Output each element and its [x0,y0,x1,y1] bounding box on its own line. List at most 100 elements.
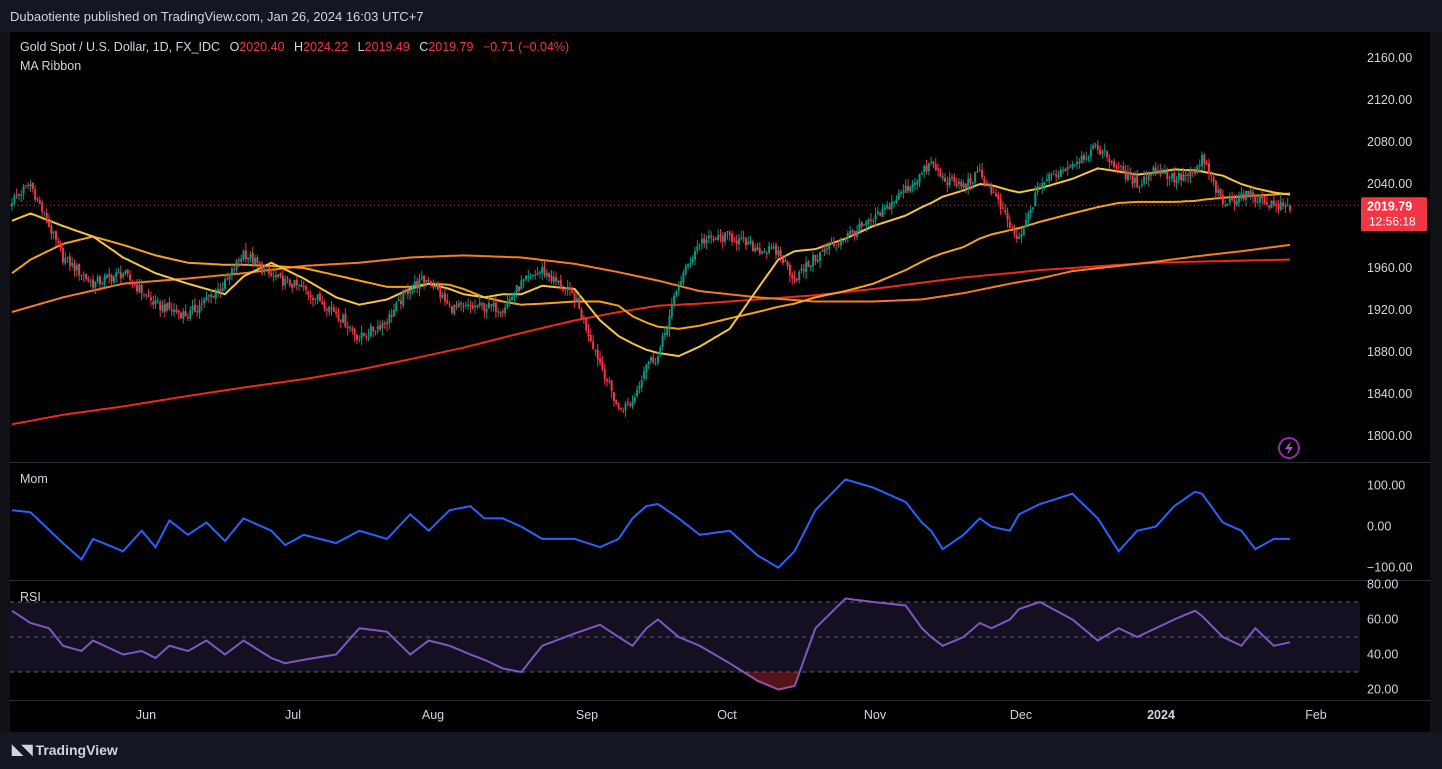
candle-body [24,185,27,187]
candle-body [119,272,122,279]
candle-body [1198,164,1201,167]
time-axis-label: 2024 [1147,708,1175,722]
candle-body [805,262,808,273]
candle-body [1013,226,1016,235]
price-axis-label: 1960.00 [1367,261,1412,275]
candle-body [1032,207,1035,209]
candle-body [527,276,530,278]
candle-body [214,292,217,299]
candle-body [927,163,930,172]
candle-body [267,267,270,274]
candle-body [1059,169,1062,177]
candle-body [1272,200,1275,205]
candle-body [305,286,308,290]
candle-body [1089,149,1092,157]
price-axis-label: 1880.00 [1367,345,1412,359]
candle-body [524,275,527,280]
candle-body [265,267,268,269]
candle-body [156,300,159,302]
candle-body [886,204,889,208]
indicator-ma-ribbon[interactable]: MA Ribbon [20,59,82,73]
candle-body [1110,160,1113,162]
candle-body [1041,183,1044,189]
candle-body [1106,151,1109,158]
candle-body [876,211,879,214]
candle-body [988,184,991,186]
candle-body [969,177,972,184]
time-axis-label: Oct [717,708,737,722]
symbol-name: Gold Spot / U.S. Dollar, 1D, FX_IDC [20,40,221,54]
candle-body [589,335,592,342]
candle-body [937,168,940,171]
candle-body [163,304,166,313]
candle-body [707,235,710,239]
candle-body [504,307,507,314]
candle-body [744,238,747,246]
candle-body [61,248,64,263]
candle-body [453,304,456,314]
candle-body [182,311,185,320]
candle-body [235,260,238,270]
candle-body [1221,194,1224,204]
rsi-pane-label[interactable]: RSI [20,590,41,604]
candle-body [682,272,685,283]
candle-body [809,265,812,268]
mom-pane-label[interactable]: Mom [20,472,48,486]
candle-body [369,325,372,336]
candle-body [270,272,273,276]
candle-body [693,251,696,260]
candle-body [1177,173,1180,180]
candle-body [460,302,463,305]
candle-body [1055,174,1058,177]
lightning-icon-bolt [1285,441,1293,455]
candle-body [1043,182,1046,185]
candle-body [705,239,708,243]
candle-body [1096,144,1099,150]
candle-body [508,298,511,303]
candle-body [619,408,622,410]
candle-body [1085,158,1088,160]
candle-body [751,241,754,252]
change-value: −0.71 (−0.04%) [483,40,570,54]
candle-body [566,286,569,291]
candle-body [1004,209,1007,212]
candle-body [1226,203,1229,205]
rsi-line [11,597,1291,691]
candle-body [531,275,534,277]
candle-body [353,329,356,335]
candle-body [737,238,740,245]
candle-body [54,231,57,240]
candle-body [860,222,863,227]
candle-body [1129,171,1132,174]
candle-body [552,276,555,283]
candle-body [1045,179,1048,182]
candle-body [1145,177,1148,179]
candle-body [506,301,509,308]
candle-body [976,171,979,173]
candle-body [1166,171,1169,180]
candle-body [483,303,486,311]
candle-body [469,305,472,307]
candle-body [1048,174,1051,181]
candle-body [1147,173,1150,181]
candle-body [136,284,139,292]
open-label: O [229,40,240,54]
candle-body [168,301,171,309]
candle-body [842,239,845,241]
mom-axis-label: −100.00 [1367,561,1413,575]
brand-name: TradingView [35,741,118,758]
candle-body [180,312,183,319]
candle-body [580,309,583,319]
candle-body [1268,205,1271,208]
candle-body [122,273,125,278]
candle-body [626,402,629,404]
candle-body [863,224,865,226]
candle-body [913,183,916,185]
candle-body [443,293,446,302]
candle-body [909,186,912,192]
candle-body [126,269,129,274]
tradingview-brand[interactable]: ◣◥ TradingView [12,741,118,758]
price-axis-label: 1840.00 [1367,387,1412,401]
candle-body [402,292,405,306]
